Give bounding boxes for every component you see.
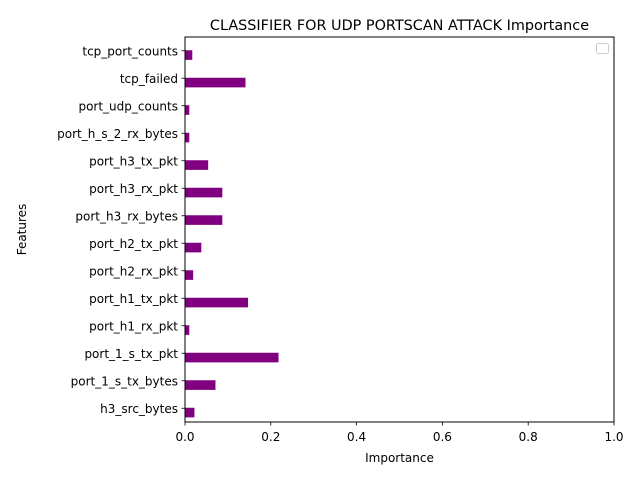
x-tick-label: 0.2 [261, 430, 280, 444]
bar-port_udp_counts [185, 105, 190, 115]
y-tick-label: port_udp_counts [78, 99, 178, 113]
bars-layer [185, 50, 279, 418]
y-tick-label: port_1_s_tx_bytes [71, 374, 178, 388]
bar-port_h3_tx_pkt [185, 160, 209, 170]
y-tick-label: port_h2_tx_pkt [89, 237, 178, 251]
bar-port_h3_rx_pkt [185, 187, 223, 198]
x-axis-label: Importance [365, 451, 434, 465]
y-tick-label: tcp_port_counts [82, 44, 178, 58]
x-tick-label: 0.0 [175, 430, 194, 444]
bar-port_h2_tx_pkt [185, 242, 202, 253]
bar-tcp_failed [185, 77, 246, 88]
x-tick-label: 1.0 [604, 430, 623, 444]
x-tick-label: 0.6 [433, 430, 452, 444]
bar-tcp_port_counts [185, 50, 193, 60]
x-axis: 0.0 0.2 0.4 0.6 0.8 1.0 [175, 422, 624, 444]
bar-port_h1_tx_pkt [185, 297, 249, 308]
y-axis: h3_src_bytes port_1_s_tx_bytes port_1_s_tx… [57, 44, 185, 416]
y-tick-label: port_h3_rx_bytes [75, 209, 178, 223]
x-tick-label: 0.4 [347, 430, 366, 444]
y-tick-label: port_h1_tx_pkt [89, 292, 178, 306]
legend [596, 43, 609, 54]
x-tick-label: 0.8 [519, 430, 538, 444]
bar-port_h2_rx_pkt [185, 270, 194, 280]
y-tick-label: port_1_s_tx_pkt [84, 347, 178, 361]
bar-port_h1_rx_pkt [185, 325, 190, 335]
bar-port_h3_rx_bytes [185, 215, 223, 225]
y-tick-label: port_h_s_2_rx_bytes [57, 127, 178, 141]
bar-port_h_s_2_rx_bytes [185, 132, 190, 143]
y-axis-label: Features [15, 204, 29, 256]
y-tick-label: h3_src_bytes [100, 402, 178, 416]
y-tick-label: tcp_failed [120, 72, 178, 86]
bar-h3_src_bytes [185, 407, 195, 418]
y-tick-label: port_h1_rx_pkt [89, 319, 178, 333]
chart-title: CLASSIFIER FOR UDP PORTSCAN ATTACK Impor… [210, 18, 589, 34]
y-tick-label: port_h2_rx_pkt [89, 264, 178, 278]
plot-frame [184, 36, 615, 423]
bar-port_1_s_tx_bytes [185, 380, 216, 390]
y-tick-label: port_h3_tx_pkt [89, 154, 178, 168]
bar-port_1_s_tx_pkt [185, 352, 279, 363]
y-tick-label: port_h3_rx_pkt [89, 182, 178, 196]
